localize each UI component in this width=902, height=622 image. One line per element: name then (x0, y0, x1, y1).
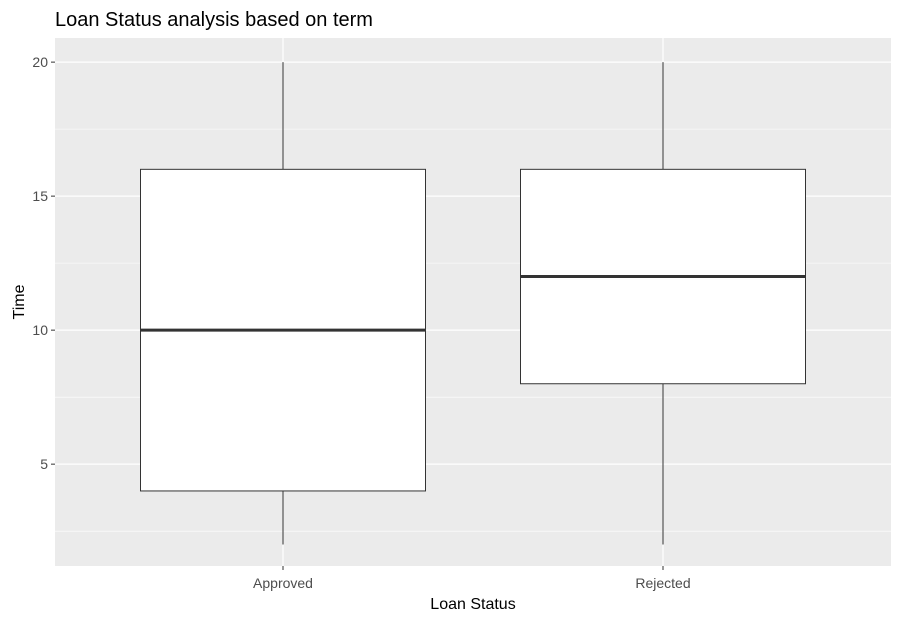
y-tick-label: 20 (32, 54, 48, 70)
x-axis-title: Loan Status (430, 596, 515, 613)
x-tick-label: Approved (253, 575, 313, 591)
y-tick-label: 15 (32, 188, 48, 204)
y-tick-label: 10 (32, 322, 48, 338)
boxes (140, 62, 806, 545)
chart-title: Loan Status analysis based on term (55, 9, 373, 31)
y-axis: 5 10 15 20 (32, 54, 55, 472)
y-tick-label: 5 (40, 456, 48, 472)
y-axis-title: Time (11, 284, 28, 319)
x-axis: Approved Rejected (253, 566, 691, 591)
x-tick-label: Rejected (635, 575, 690, 591)
